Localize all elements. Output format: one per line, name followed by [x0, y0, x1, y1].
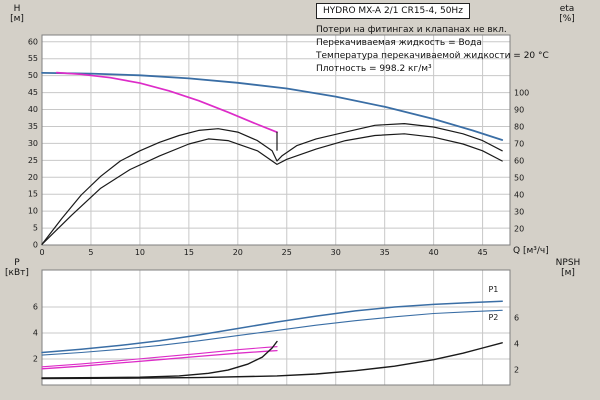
head-efficiency-chart: 0 5 10 15 20 25 30 35 40 45 0 5 10 15 20 25 30 35 40 45 50 55…	[28, 34, 529, 257]
y-right-tick-label: 40	[514, 191, 524, 200]
y-left-tick-label: 2	[33, 355, 38, 364]
y-right-tick-label: 6	[514, 314, 519, 323]
y-right-tick-label: 100	[514, 88, 529, 97]
curve-label-p1: P1	[488, 285, 498, 294]
power-p2	[41, 309, 503, 356]
y-left-tick-label: 6	[33, 303, 38, 312]
y-left-tick-label: 20	[28, 173, 38, 182]
y-right-tick-label: 30	[514, 208, 524, 217]
plot-border	[41, 34, 511, 246]
head-curve-two-pumps	[41, 72, 504, 141]
power-p1	[41, 300, 503, 354]
pump-title-box: HYDRO MX-A 2/1 CR15-4, 50Hz	[316, 3, 470, 19]
y-right-tick-label: 70	[514, 139, 524, 148]
note-line: Температура перекачиваемой жидкости = 20…	[316, 51, 549, 61]
plot-area	[42, 35, 510, 245]
x-tick-label: 15	[184, 248, 194, 257]
y-left-tick-label: 45	[28, 88, 38, 97]
y-left-tick-label: 55	[28, 54, 38, 63]
y-right-tick-label: 80	[514, 122, 524, 131]
head-axis-label: H [м]	[10, 4, 24, 24]
x-tick-label: 5	[88, 248, 93, 257]
y-right-tick-label: 4	[514, 340, 519, 349]
x-tick-label: 0	[39, 248, 44, 257]
power-npsh-chart: 2 4 6 2 4 6 P1 P2	[33, 269, 519, 386]
condition-notes: Потери на фитингах и клапанах не вкл. Пе…	[316, 24, 549, 76]
pump-title: HYDRO MX-A 2/1 CR15-4, 50Hz	[323, 6, 463, 16]
note-line: Перекачиваемая жидкость = Вода	[316, 38, 482, 48]
y-left-tick-label: 5	[33, 224, 38, 233]
x-tick-label: 35	[380, 248, 390, 257]
npsh-one-pump	[41, 340, 278, 379]
y-left-tick-label: 50	[28, 71, 38, 80]
power-axis-label: P [кВт]	[5, 258, 29, 278]
plot-area	[42, 270, 510, 385]
eta-axis-label: eta [%]	[559, 4, 575, 24]
y-left-tick-label: 4	[33, 329, 38, 338]
y-right-tick-label: 20	[514, 225, 524, 234]
y-right-tick-label: 90	[514, 105, 524, 114]
y-right-tick-label: 2	[514, 366, 519, 375]
y-right-tick-label: 60	[514, 157, 524, 166]
x-tick-label: 10	[135, 248, 145, 257]
curve-label-p2: P2	[488, 313, 498, 322]
plot-border	[41, 269, 511, 386]
note-line: Плотность = 998.2 кг/м³	[316, 64, 432, 74]
flow-axis-label: Q [м³/ч]	[513, 246, 549, 256]
npsh-two-pumps	[41, 342, 503, 380]
eta-curve-a	[41, 122, 503, 245]
x-tick-label: 30	[331, 248, 341, 257]
x-tick-label: 40	[429, 248, 439, 257]
note-line: Потери на фитингах и клапанах не вкл.	[316, 25, 507, 35]
y-left-tick-label: 25	[28, 156, 38, 165]
y-left-tick-label: 15	[28, 190, 38, 199]
y-left-tick-label: 0	[33, 241, 38, 250]
x-tick-label: 25	[282, 248, 292, 257]
npsh-axis-label: NPSH [м]	[555, 258, 581, 278]
y-left-tick-label: 30	[28, 139, 38, 148]
y-right-tick-label: 50	[514, 174, 524, 183]
power-one-pump-b	[41, 346, 278, 368]
eta-curve-b	[41, 133, 503, 245]
y-left-tick-label: 35	[28, 122, 38, 131]
y-left-tick-label: 40	[28, 105, 38, 114]
head-curve-one-pump	[55, 71, 278, 134]
x-tick-label: 20	[233, 248, 243, 257]
power-one-pump-a	[41, 349, 278, 370]
y-left-tick-label: 10	[28, 207, 38, 216]
x-tick-label: 45	[477, 248, 487, 257]
y-left-tick-label: 60	[28, 37, 38, 46]
